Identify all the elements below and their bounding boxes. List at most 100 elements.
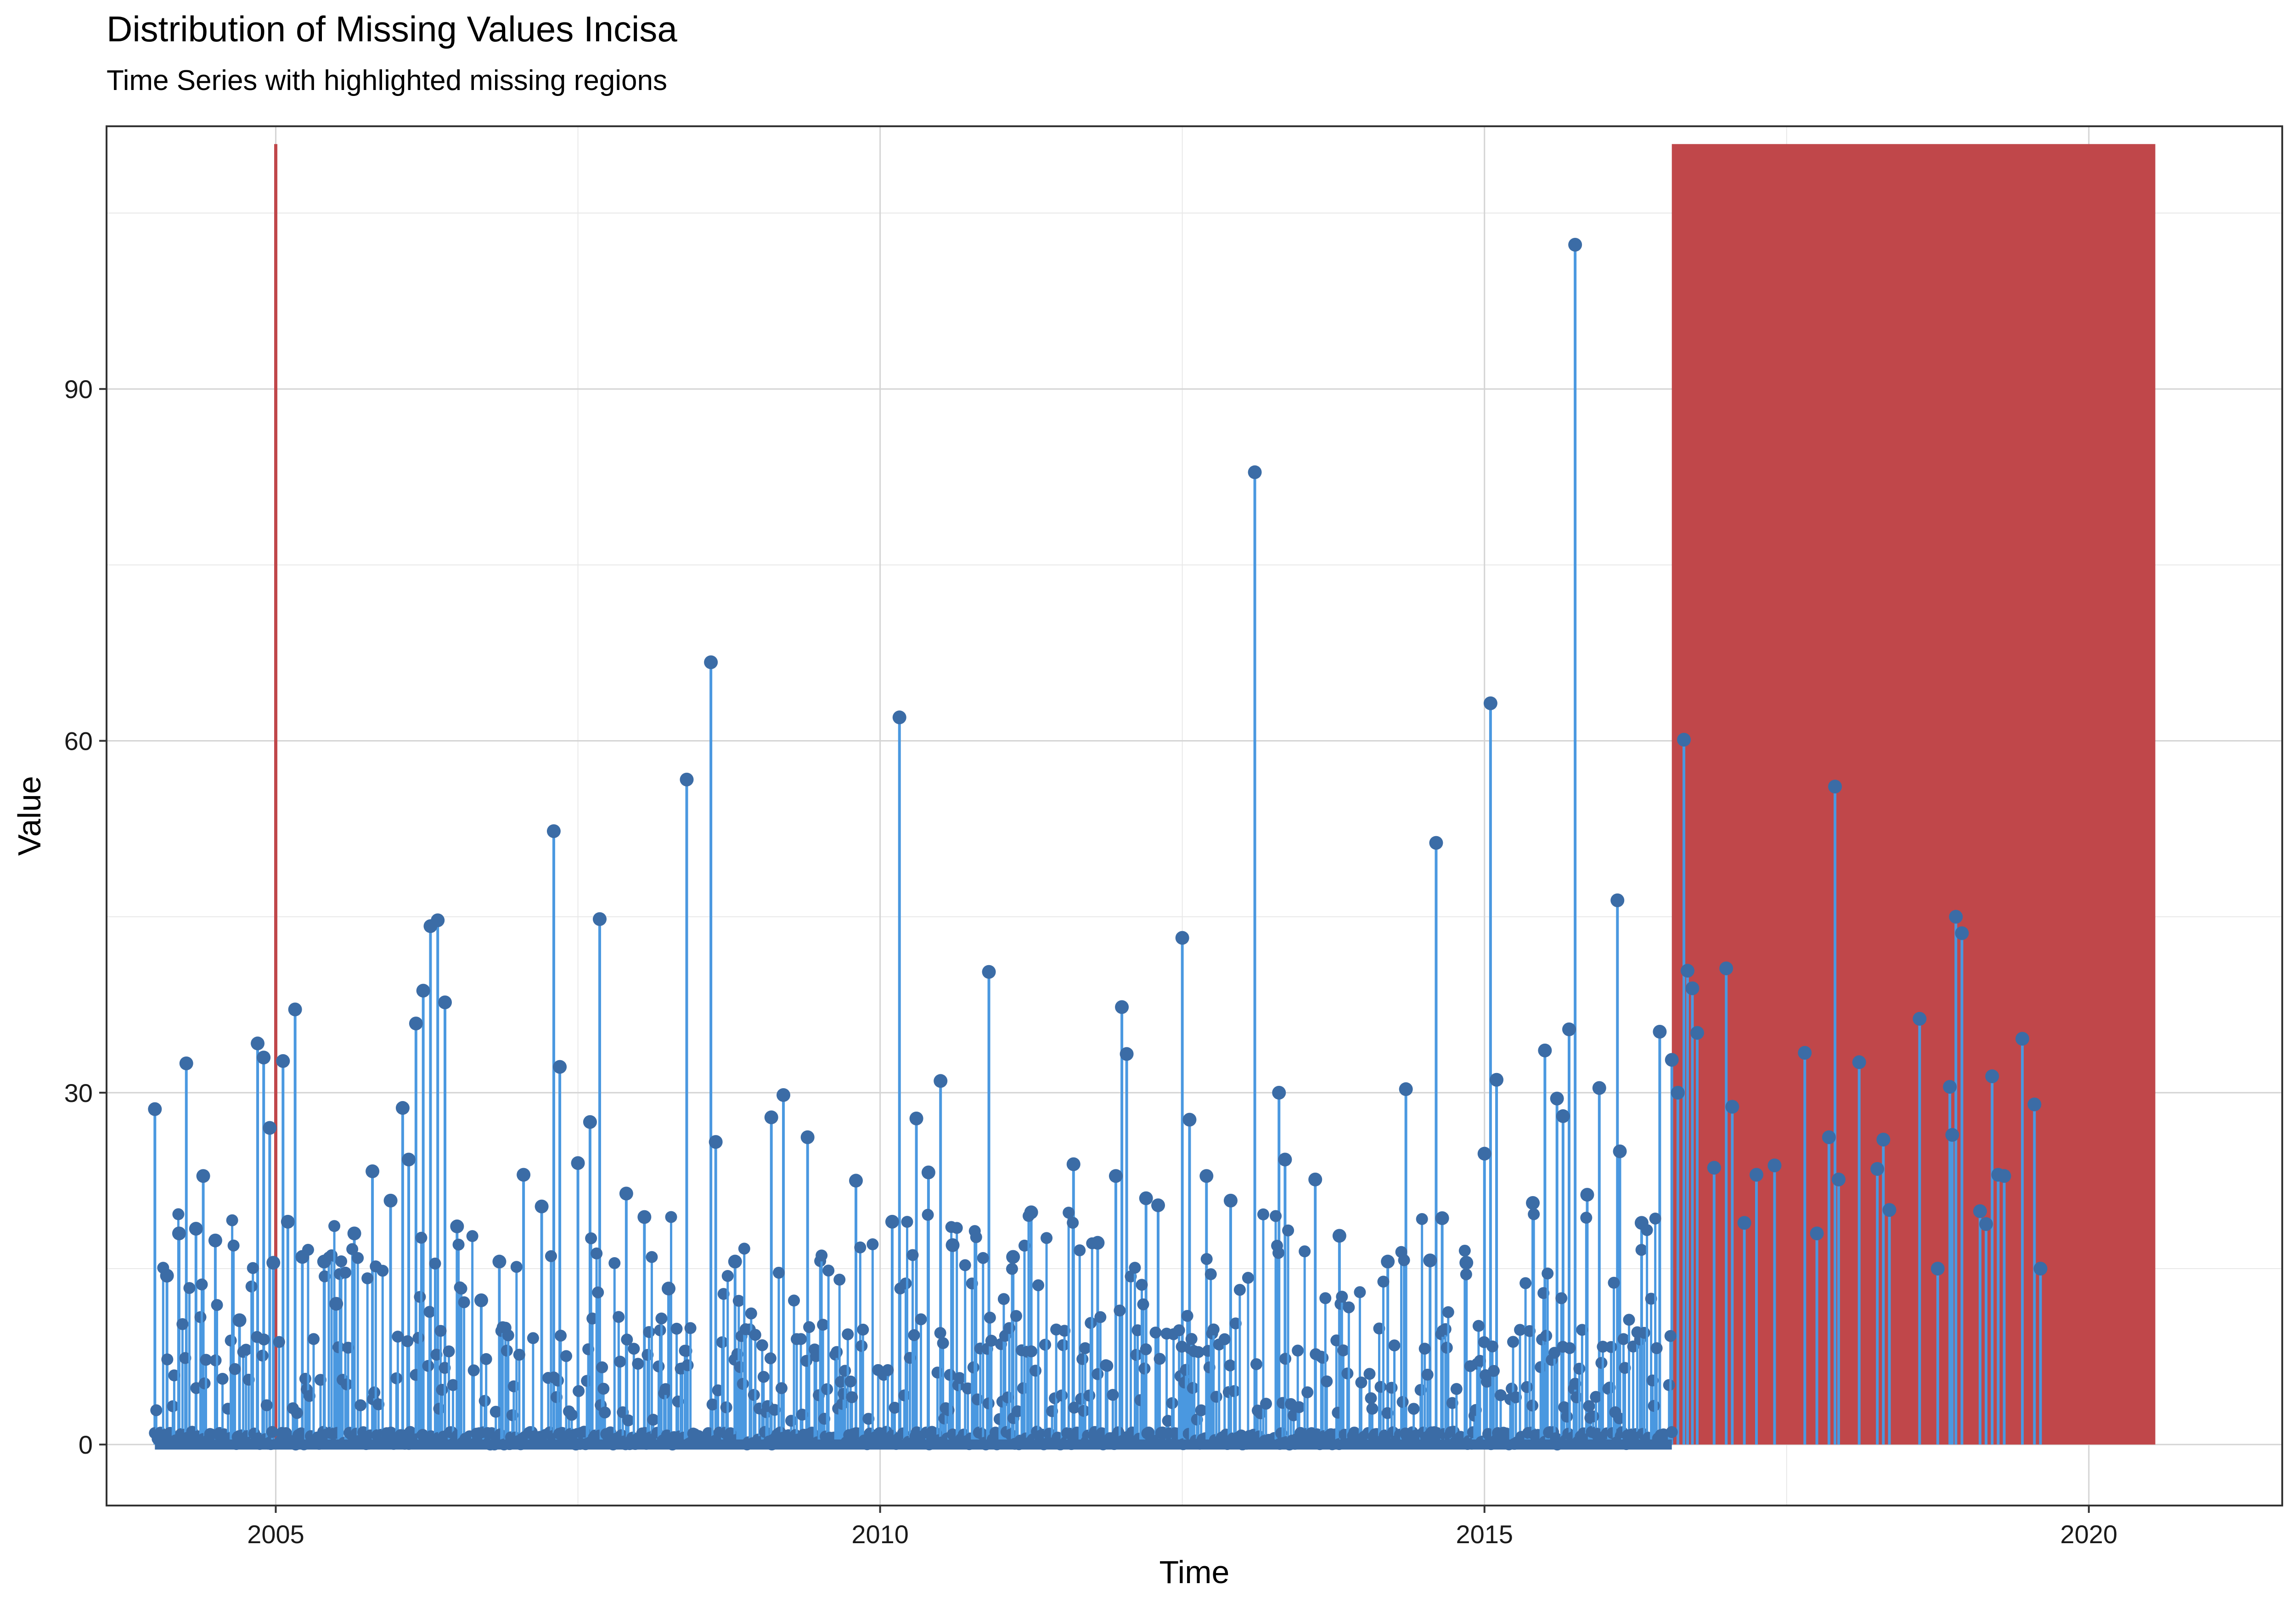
baseline-point	[842, 1328, 854, 1341]
data-point	[1459, 1256, 1474, 1270]
data-point	[553, 1060, 567, 1074]
data-point	[347, 1226, 361, 1241]
baseline-point	[527, 1332, 539, 1344]
baseline-point	[1590, 1391, 1602, 1403]
baseline-point	[303, 1390, 315, 1402]
baseline-point	[342, 1342, 355, 1354]
data-point	[1429, 836, 1443, 850]
data-point	[1332, 1229, 1346, 1243]
data-point	[1949, 910, 1963, 924]
baseline-point	[581, 1375, 593, 1387]
baseline-point	[513, 1349, 525, 1361]
baseline-point	[455, 1282, 467, 1295]
baseline-point	[857, 1323, 869, 1336]
baseline-point	[1058, 1325, 1071, 1337]
baseline-point	[614, 1355, 626, 1368]
baseline-point	[599, 1406, 611, 1419]
data-point	[1610, 893, 1625, 907]
data-point	[492, 1254, 506, 1269]
data-point	[1109, 1169, 1123, 1183]
data-point	[535, 1199, 549, 1214]
baseline-point	[1396, 1396, 1409, 1408]
data-point	[1882, 1203, 1896, 1217]
baseline-point	[392, 1331, 404, 1343]
baseline-point	[1613, 1412, 1626, 1425]
data-point	[1955, 926, 1969, 940]
data-point	[945, 1238, 960, 1252]
baseline-point	[1301, 1386, 1314, 1399]
baseline-point	[1057, 1339, 1069, 1351]
baseline-point	[1385, 1382, 1398, 1394]
y-tick-label: 60	[64, 727, 93, 756]
baseline-point	[1374, 1381, 1387, 1393]
data-point	[1930, 1262, 1945, 1276]
baseline-point	[1056, 1389, 1068, 1402]
baseline-point	[1564, 1342, 1576, 1354]
baseline-point	[443, 1345, 455, 1358]
baseline-point	[822, 1264, 835, 1277]
baseline-point	[1555, 1292, 1568, 1304]
data-point	[1973, 1204, 1987, 1218]
baseline-point	[194, 1311, 207, 1323]
baseline-point	[341, 1378, 353, 1391]
baseline-point	[319, 1270, 331, 1282]
baseline-point	[1114, 1304, 1126, 1317]
data-point	[1749, 1168, 1763, 1182]
y-tick-label: 30	[64, 1079, 93, 1107]
baseline-point	[831, 1346, 843, 1358]
baseline-point	[906, 1249, 919, 1261]
baseline-point	[1604, 1381, 1616, 1393]
data-point	[764, 1110, 778, 1124]
baseline-point	[1649, 1212, 1661, 1225]
baseline-point	[1210, 1391, 1222, 1403]
baseline-point	[608, 1257, 621, 1269]
baseline-point	[550, 1391, 563, 1403]
baseline-point	[716, 1336, 728, 1349]
baseline-point	[458, 1296, 470, 1309]
baseline-point	[732, 1295, 745, 1307]
data-point	[383, 1193, 398, 1208]
baseline-point	[225, 1334, 237, 1347]
baseline-point	[959, 1259, 971, 1271]
baseline-point	[355, 1399, 367, 1411]
data-point	[1592, 1081, 1606, 1095]
baseline-point	[346, 1243, 359, 1255]
baseline-point	[628, 1343, 640, 1355]
baseline-point	[339, 1266, 352, 1279]
baseline-point	[1330, 1334, 1343, 1347]
data-point	[257, 1051, 271, 1065]
baseline-point	[803, 1321, 816, 1333]
data-point	[1381, 1254, 1395, 1269]
y-tick-label: 90	[64, 375, 93, 404]
data-point	[1278, 1152, 1292, 1167]
data-point	[1490, 1073, 1504, 1087]
data-point	[317, 1254, 331, 1269]
baseline-point	[506, 1409, 518, 1422]
baseline-point	[1063, 1207, 1075, 1219]
baseline-point	[1487, 1365, 1500, 1377]
baseline-point	[1003, 1322, 1015, 1334]
baseline-point	[592, 1286, 604, 1298]
baseline-point	[1138, 1362, 1151, 1375]
data-point	[263, 1121, 277, 1135]
baseline-point	[1270, 1210, 1282, 1222]
data-point	[1613, 1144, 1627, 1158]
baseline-point	[430, 1349, 443, 1361]
data-point	[1024, 1205, 1038, 1219]
baseline-point	[1136, 1279, 1148, 1291]
baseline-point	[434, 1325, 447, 1337]
baseline-point	[372, 1398, 385, 1410]
data-point	[1719, 961, 1733, 976]
baseline-point	[1131, 1324, 1144, 1337]
baseline-point	[560, 1350, 573, 1362]
baseline-point	[586, 1312, 599, 1325]
baseline-point	[1416, 1213, 1428, 1225]
baseline-point	[900, 1277, 912, 1290]
baseline-point	[962, 1382, 974, 1394]
baseline-point	[414, 1291, 426, 1303]
baseline-point	[934, 1327, 946, 1339]
baseline-point	[502, 1329, 514, 1342]
baseline-point	[573, 1385, 585, 1397]
baseline-point	[816, 1249, 828, 1262]
